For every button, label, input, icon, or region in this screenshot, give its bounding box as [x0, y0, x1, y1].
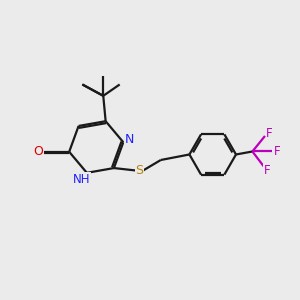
Text: N: N [124, 134, 134, 146]
Text: F: F [264, 164, 271, 177]
Text: S: S [135, 164, 143, 177]
Text: F: F [266, 127, 273, 140]
Text: O: O [34, 145, 44, 158]
Text: NH: NH [73, 173, 90, 186]
Text: F: F [274, 145, 280, 158]
